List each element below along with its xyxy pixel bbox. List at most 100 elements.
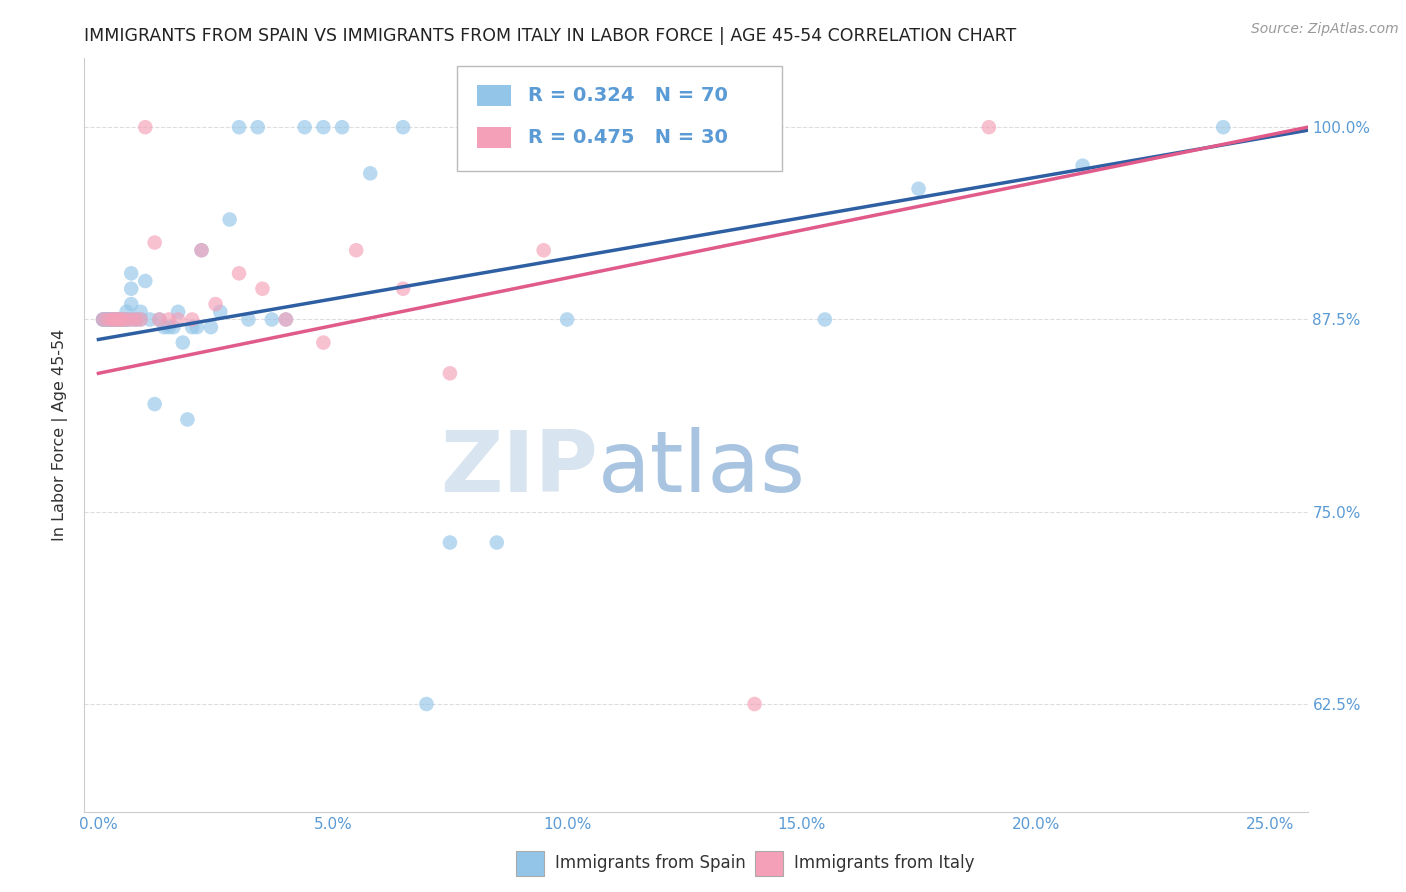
Point [392,120,415,135]
Text: R = 0.475   N = 30: R = 0.475 N = 30 [529,128,728,146]
Point [252,282,274,296]
Point [172,335,194,350]
Point [105,312,128,326]
Point [153,320,176,334]
Text: R = 0.324   N = 70: R = 0.324 N = 70 [529,87,728,105]
Point [97,312,120,326]
Point [125,312,148,326]
Point [190,244,212,258]
Point [115,312,138,326]
Point [167,312,190,326]
Point [148,312,170,326]
Point [294,120,316,135]
Point [111,312,134,326]
Point [101,312,124,326]
Point [101,312,124,326]
Point [246,120,269,135]
Point [120,312,142,326]
Point [101,312,124,326]
Point [125,312,148,326]
FancyBboxPatch shape [516,851,544,876]
Point [312,335,335,350]
Point [744,697,766,711]
Point [97,312,120,326]
Point [439,535,461,549]
Point [157,320,180,334]
Point [97,312,120,326]
Point [186,320,208,334]
Point [330,120,353,135]
Point [115,312,138,326]
Point [91,312,114,326]
Point [157,312,180,326]
Point [218,212,240,227]
Point [392,282,415,296]
Point [111,312,134,326]
Point [120,297,142,311]
Point [143,397,166,411]
FancyBboxPatch shape [457,65,782,171]
Point [120,312,142,326]
Point [125,312,148,326]
Point [204,297,226,311]
Point [101,312,124,326]
Point [176,412,198,426]
Point [977,120,1000,135]
Point [1212,120,1234,135]
Point [190,244,212,258]
Point [91,312,114,326]
Point [101,312,124,326]
Point [200,320,222,334]
Text: Source: ZipAtlas.com: Source: ZipAtlas.com [1251,22,1399,37]
Point [485,535,508,549]
Point [228,266,250,280]
Point [105,312,128,326]
Text: ZIP: ZIP [440,427,598,510]
Point [228,120,250,135]
Point [97,312,120,326]
Text: Immigrants from Spain: Immigrants from Spain [555,855,747,872]
Point [111,312,134,326]
Point [907,182,929,196]
Point [134,120,156,135]
Point [533,244,555,258]
Point [120,266,142,280]
Point [439,367,461,381]
Point [415,697,437,711]
Point [148,312,170,326]
Point [533,120,555,135]
Point [274,312,297,326]
Point [91,312,114,326]
Point [101,312,124,326]
Point [129,312,152,326]
Point [111,312,134,326]
Point [603,120,626,135]
Point [162,320,184,334]
Point [101,312,124,326]
Text: Immigrants from Italy: Immigrants from Italy [794,855,974,872]
Point [359,166,381,180]
Point [181,320,204,334]
Point [120,282,142,296]
Point [91,312,114,326]
Point [97,312,120,326]
Point [1071,159,1094,173]
Point [115,312,138,326]
Point [97,312,120,326]
Point [260,312,283,326]
Point [134,274,156,288]
Point [129,305,152,319]
FancyBboxPatch shape [755,851,783,876]
Point [105,312,128,326]
Point [555,312,578,326]
Y-axis label: In Labor Force | Age 45-54: In Labor Force | Age 45-54 [52,329,69,541]
Point [312,120,335,135]
Point [105,312,128,326]
Point [139,312,162,326]
Point [814,312,837,326]
FancyBboxPatch shape [477,127,512,148]
Point [111,312,134,326]
Point [209,305,232,319]
Point [238,312,260,326]
Point [274,312,297,326]
